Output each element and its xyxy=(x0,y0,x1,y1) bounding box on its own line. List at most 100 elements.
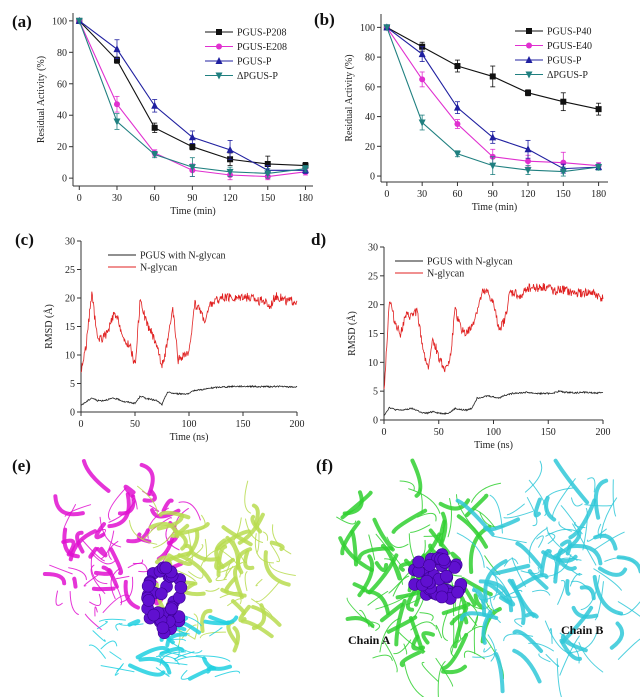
domain-ribbon-yellowgreen xyxy=(128,520,158,545)
y-tick-label: 80 xyxy=(365,53,375,64)
y-tick-label: 30 xyxy=(368,243,378,254)
data-point xyxy=(301,165,309,173)
domain-ribbon-cyan xyxy=(155,667,170,677)
y-tick-label: 10 xyxy=(65,351,75,362)
domain-ribbon-magenta xyxy=(90,564,106,595)
chain-b-ribbon xyxy=(557,580,566,605)
chain-a-ribbon xyxy=(340,520,361,556)
chain-a-ribbon xyxy=(379,602,404,623)
chain-a-ribbon xyxy=(388,570,411,594)
chain-a-ribbon xyxy=(419,612,434,621)
glycan-sphere xyxy=(435,590,449,604)
domain-ribbon-yellowgreen xyxy=(244,571,248,592)
glycan-sphere xyxy=(156,621,170,635)
domain-ribbon-cyan xyxy=(99,618,126,622)
domain-ribbon-yellowgreen xyxy=(199,631,227,639)
chain-a-ribbon xyxy=(447,498,452,538)
chain-b-ribbon xyxy=(506,503,525,516)
chain-a-ribbon xyxy=(403,643,408,655)
glycan-sphere xyxy=(141,579,155,593)
x-axis-label: Time (min) xyxy=(472,202,517,213)
chain-b-ribbon xyxy=(527,569,549,590)
domain-ribbon-yellowgreen xyxy=(227,598,242,607)
chain-b-ribbon xyxy=(571,569,581,576)
glycan-sphere xyxy=(165,602,178,616)
chain-b-ribbon xyxy=(524,612,539,619)
chain-b-ribbon xyxy=(560,539,572,556)
chain-a-ribbon xyxy=(365,589,391,616)
y-tick-label: 0 xyxy=(70,408,75,419)
domain-ribbon-yellowgreen xyxy=(251,598,273,618)
domain-ribbon-yellowgreen xyxy=(205,587,220,592)
chain-a-ribbon xyxy=(435,657,454,687)
domain-ribbon-cyan xyxy=(208,615,231,626)
domain-ribbon-yellowgreen xyxy=(244,480,252,514)
domain-ribbon-cyan xyxy=(209,627,223,637)
chain-a-ribbon xyxy=(468,524,492,574)
data-point xyxy=(188,133,196,141)
data-point xyxy=(113,101,120,108)
data-point xyxy=(151,151,159,159)
domain-ribbon-yellowgreen xyxy=(203,538,208,563)
domain-ribbon-cyan xyxy=(165,632,188,648)
x-tick-label: 200 xyxy=(596,427,611,438)
chain-b-ribbon xyxy=(561,633,588,653)
chain-b-ribbon xyxy=(492,563,531,576)
domain-ribbon-yellowgreen xyxy=(235,547,253,575)
chain-b-ribbon xyxy=(559,635,580,676)
domain-ribbon-magenta xyxy=(107,492,131,529)
data-point xyxy=(264,170,272,178)
data-point xyxy=(418,119,426,127)
domain-ribbon-yellowgreen xyxy=(230,599,246,616)
data-point xyxy=(113,118,121,126)
chain-b-ribbon xyxy=(567,544,603,566)
domain-ribbon-magenta xyxy=(64,504,92,517)
data-point xyxy=(264,160,271,167)
chain-b-ribbon xyxy=(593,478,609,520)
glycan-sphere xyxy=(437,553,451,566)
chain-a-ribbon xyxy=(379,617,400,653)
chain-b-ribbon xyxy=(617,638,640,660)
legend-marker xyxy=(215,57,223,64)
domain-ribbon-magenta xyxy=(94,606,98,617)
data-point xyxy=(226,168,234,176)
chain-a-ribbon xyxy=(338,536,374,573)
data-point xyxy=(383,24,391,32)
x-tick-label: 0 xyxy=(384,189,389,200)
y-tick-label: 25 xyxy=(65,265,75,276)
domain-ribbon-cyan xyxy=(195,655,231,662)
domain-ribbon-yellowgreen xyxy=(254,533,275,564)
chain-b-ribbon xyxy=(592,574,624,616)
chain-a-ribbon xyxy=(473,614,479,655)
glycan-sphere xyxy=(159,561,173,575)
chain-b-ribbon xyxy=(501,588,518,598)
glycan-sphere xyxy=(440,569,453,583)
chain-b-ribbon xyxy=(553,458,590,505)
x-tick-label: 120 xyxy=(521,189,536,200)
domain-ribbon-cyan xyxy=(174,656,208,662)
data-point xyxy=(525,158,532,165)
chain-a-ribbon xyxy=(346,597,375,629)
chain-a-ribbon xyxy=(368,534,376,561)
domain-ribbon-yellowgreen xyxy=(214,538,227,569)
domain-ribbon-yellowgreen xyxy=(269,540,285,551)
chain-b-ribbon xyxy=(571,605,599,619)
domain-ribbon-yellowgreen xyxy=(256,581,280,603)
x-tick-label: 0 xyxy=(79,419,84,430)
chain-a-ribbon xyxy=(403,661,425,697)
y-tick-label: 15 xyxy=(65,322,75,333)
chain-b-ribbon xyxy=(503,558,519,567)
chain-a-ribbon xyxy=(441,632,469,671)
series-line xyxy=(80,384,298,406)
domain-ribbon-magenta xyxy=(115,575,130,580)
legend-label: PGUS-P208 xyxy=(237,28,286,39)
domain-ribbon-magenta xyxy=(115,583,123,606)
domain-ribbon-magenta xyxy=(139,462,155,497)
domain-ribbon-magenta xyxy=(62,527,80,559)
chain-a-ribbon xyxy=(374,561,389,572)
domain-ribbon-magenta xyxy=(55,590,63,606)
chain-b-ribbon xyxy=(486,566,499,601)
data-point xyxy=(454,121,461,128)
y-tick-label: 10 xyxy=(368,358,378,369)
domain-ribbon-magenta xyxy=(42,572,67,586)
